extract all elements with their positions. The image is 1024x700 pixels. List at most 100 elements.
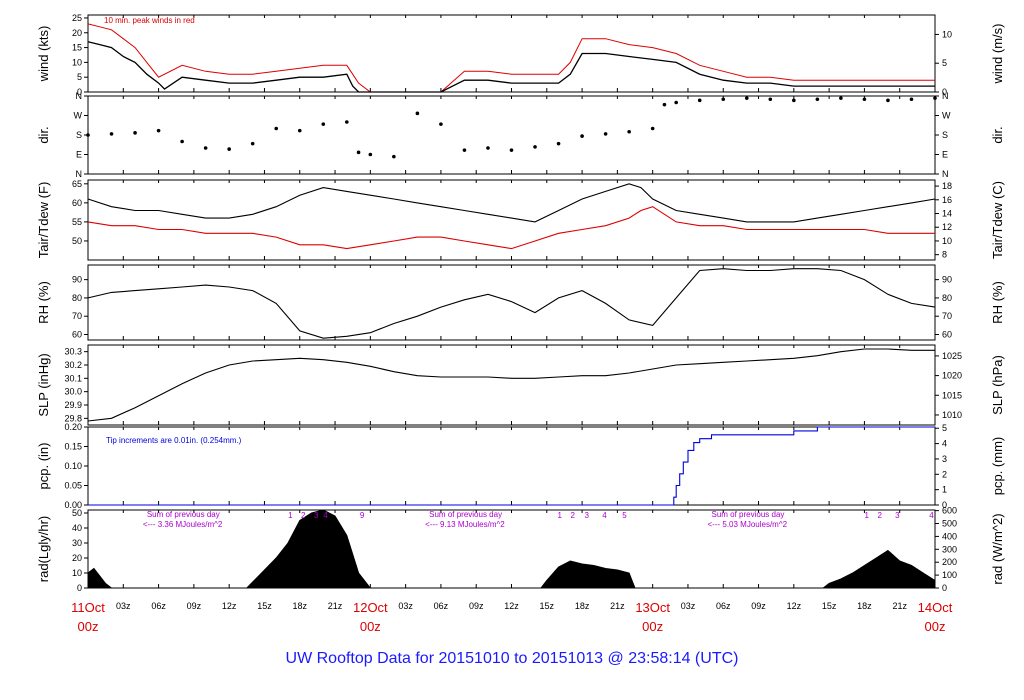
dir-point [180,139,184,144]
dir-point [109,132,114,136]
dir-point [227,147,231,151]
ytick-label: 80 [72,293,82,303]
dir-tick-label: W [74,111,83,121]
x-day-label: 13Oct [635,600,670,615]
ytick-label: 0.10 [64,461,82,471]
pcp-step-line [88,426,935,506]
pcp-ylabel-right: pcp. (mm) [990,437,1005,496]
dir-point [533,145,537,149]
dir-point [356,150,361,155]
x-tick-label: 09z [751,601,766,611]
dir-tick-label-right: W [942,111,951,121]
ytick-label: 70 [72,311,82,321]
ytick-label: 0 [77,87,82,97]
rad-ylabel-left: rad(Lgly/hr) [36,516,51,582]
rad-marker: 3 [895,511,900,520]
dir-point [133,131,137,135]
ytick-label-right: 8 [942,250,947,260]
slp-ylabel-right: SLP (hPa) [990,355,1005,415]
dir-point [697,98,702,103]
ytick-label-right: 0 [942,500,947,510]
dir-point [321,122,326,126]
x-tick-label: 18z [575,601,590,611]
ytick-label-right: 600 [942,506,957,516]
x-day-label: 14Oct [918,600,953,615]
x-tick-label: 15z [822,601,837,611]
ytick-label: 0 [77,583,82,593]
x-day-hour-label: 00z [925,619,946,634]
dir-point [580,134,584,138]
ytick-label-right: 60 [942,330,952,340]
ytick-label-right: 0 [942,87,947,97]
dir-point [886,98,890,103]
dir-point [345,120,349,124]
rad-marker: 9 [360,511,365,520]
rad-marker: 2 [877,511,882,520]
rad-marker: 1 [865,511,870,520]
ytick-label: 0.00 [64,500,82,510]
x-tick-label: 03z [398,601,413,611]
rad-marker: 3 [585,511,590,520]
x-tick-label: 03z [116,601,131,611]
rad-frame [87,509,936,589]
dir-point [486,146,490,150]
x-tick-label: 18z [292,601,307,611]
x-day-label: 12Oct [353,600,388,615]
dir-point [627,129,631,134]
ytick-label: 29.8 [64,413,82,423]
slp-ylabel-left: SLP (inHg) [36,353,51,416]
ytick-label: 90 [72,275,82,285]
wind-speed-line [87,41,935,93]
ytick-label: 60 [72,330,82,340]
wind-ylabel-right: wind (m/s) [990,24,1005,85]
x-tick-label: 03z [681,601,696,611]
pcp-frame [87,426,936,506]
ytick-label-right: 5 [942,423,947,433]
pcp-ylabel-left: pcp. (in) [36,443,51,490]
ytick-label-right: 16 [942,195,952,205]
ytick-label-right: 1025 [942,351,962,361]
rad-sum-value: <--- 5.03 MJoules/m^2 [707,520,787,529]
panel-slp: 29.8 29.9 30.0 30.1 30.2 30.3 1010 1015 1020 1025… [36,344,1005,426]
rh-ylabel-left: RH (%) [36,281,51,324]
x-tick-label: 12z [504,601,519,611]
dir-point [274,126,279,131]
dir-point [909,97,914,102]
panel-rh: 60 70 80 90 60 70 80 90 RH (%) RH (%) [36,264,1005,341]
x-tick-label: 15z [540,601,555,611]
panel-temp: 50 55 60 65 8 10 12 14 16 18 Tair/Tdew (F) Tair/Tde… [36,179,1005,261]
dir-point [792,98,796,103]
dir-frame [87,95,936,175]
x-tick-label: 18z [857,601,872,611]
dir-point [933,96,937,100]
ytick-label: 65 [72,179,82,189]
dir-ylabel-right: dir. [990,126,1005,143]
tair-line [87,183,936,223]
dir-point [744,96,749,100]
rad-marker: 4 [929,511,934,520]
ytick-label: 30.2 [64,360,82,370]
dir-tick-label-right: S [942,130,948,140]
temp-frame [87,179,936,261]
dir-tick-label: N [76,91,83,101]
ytick-label: 5 [77,72,82,82]
rad-marker: 4 [602,511,607,520]
slp-line [87,348,935,422]
footer-title: UW Rooftop Data for 20151010 to 20151013… [285,650,739,667]
ytick-label: 30.0 [64,387,82,397]
ytick-label: 0.20 [64,422,82,432]
rad-marker: 2 [301,511,306,520]
rad-marker: 1 [288,511,293,520]
ytick-label: 50 [72,508,82,518]
dir-tick-label: N [76,169,83,179]
ytick-label: 20 [72,553,82,563]
dir-point [156,128,161,133]
x-tick-label: 06z [151,601,166,611]
dir-point [768,97,773,102]
ytick-label: 15 [72,43,82,53]
ytick-label-right: 300 [942,544,957,554]
x-tick-label: 09z [187,601,202,611]
x-tick-label: 09z [469,601,484,611]
